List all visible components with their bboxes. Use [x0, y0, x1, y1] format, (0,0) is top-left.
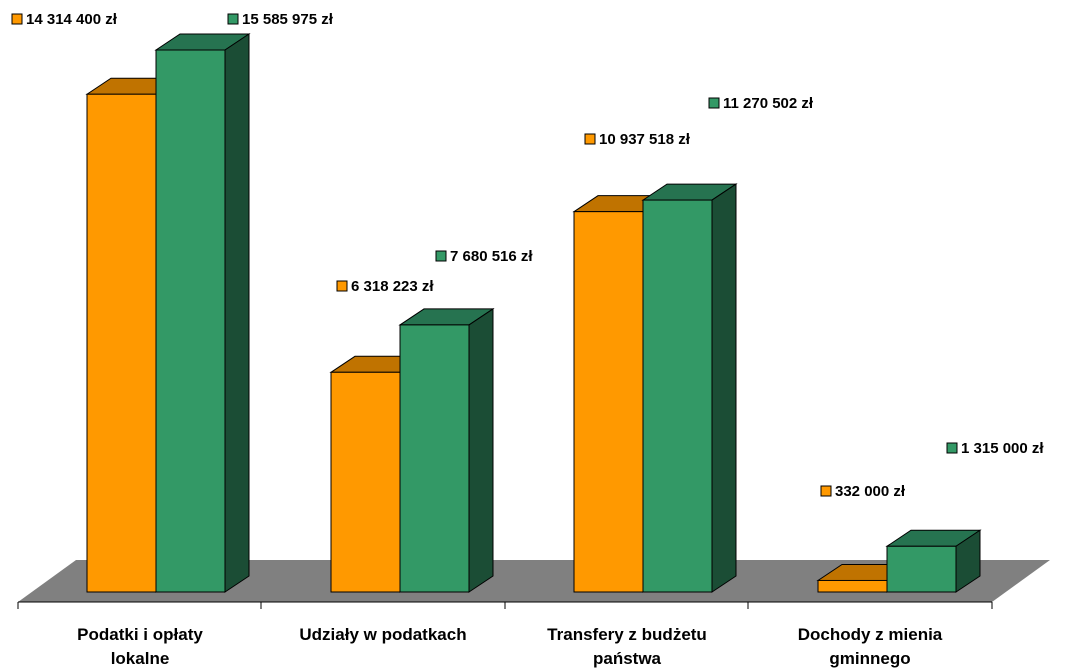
- data-label-s1-c3: 10 937 518 zł: [584, 131, 691, 148]
- bar-s2-c2: [398, 307, 495, 593]
- data-label-s1-c4: 332 000 zł: [820, 483, 906, 500]
- data-label-s1-c1: 14 314 400 zł: [11, 11, 118, 28]
- svg-text:7 680 516 zł: 7 680 516 zł: [450, 248, 533, 265]
- svg-text:15 585 975 zł: 15 585 975 zł: [242, 11, 334, 28]
- chart-floor: [18, 560, 1050, 602]
- svg-text:332 000 zł: 332 000 zł: [835, 483, 906, 500]
- data-label-s2-c3: 11 270 502 zł: [708, 95, 814, 112]
- category-label: Udziały w podatkach: [299, 625, 466, 644]
- svg-text:6 318 223 zł: 6 318 223 zł: [351, 278, 434, 295]
- data-label-s2-c1: 15 585 975 zł: [227, 11, 334, 28]
- bar-s2-c1: [154, 33, 251, 593]
- data-label-s1-c2: 6 318 223 zł: [336, 278, 434, 295]
- data-label-s2-c4: 1 315 000 zł: [946, 440, 1044, 457]
- svg-text:10 937 518 zł: 10 937 518 zł: [599, 131, 691, 148]
- category-label: Podatki i opłaty lokalne: [77, 625, 203, 668]
- category-label: Dochody z mienia gminnego: [798, 625, 943, 668]
- data-label-s2-c2: 7 680 516 zł: [435, 248, 533, 265]
- bar-s2-c4: [885, 529, 982, 593]
- bar-s2-c3: [641, 183, 738, 593]
- svg-text:1 315 000 zł: 1 315 000 zł: [961, 440, 1044, 457]
- category-label: Transfery z budżetu państwa: [547, 625, 707, 668]
- svg-text:11 270 502 zł: 11 270 502 zł: [723, 95, 814, 112]
- svg-text:14 314 400 zł: 14 314 400 zł: [26, 11, 118, 28]
